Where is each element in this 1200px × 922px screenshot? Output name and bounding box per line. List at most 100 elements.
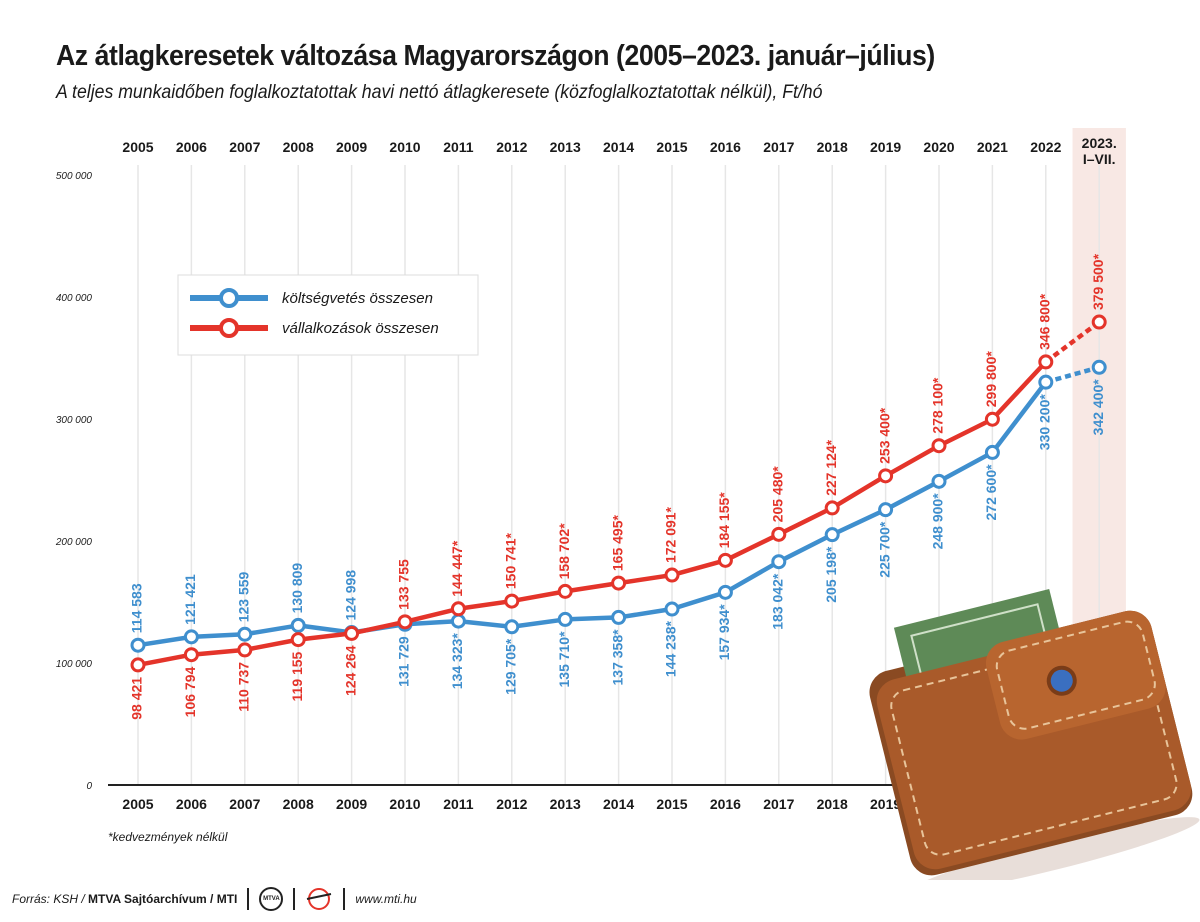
data-label: 123 559 — [236, 571, 252, 622]
x-tick-label-top: 2021 — [977, 139, 1008, 155]
x-tick-label-top: 2007 — [229, 139, 260, 155]
x-tick-label-top: 2009 — [336, 139, 367, 155]
data-label: 330 200* — [1037, 394, 1053, 451]
data-point — [557, 611, 573, 627]
data-label: 278 100* — [930, 377, 946, 434]
x-tick-label-top: 2008 — [283, 139, 314, 155]
line-chart: 0 100 000 200 000 300 000 400 000 500 000 2005… — [55, 128, 1200, 880]
data-point — [931, 473, 947, 489]
series-line — [137, 360, 1048, 668]
data-label: 272 600* — [983, 464, 999, 521]
legend-label: vállalkozások összesen — [282, 320, 439, 337]
wallet-flap — [985, 610, 1166, 740]
data-point — [717, 552, 733, 568]
data-label: 133 755 — [396, 559, 412, 610]
y-tick-label: 500 000 — [56, 171, 93, 182]
x-tick-label-top: 2013 — [550, 139, 581, 155]
website-link[interactable]: www.mti.hu — [355, 892, 417, 906]
data-point — [824, 500, 840, 516]
x-tick-label-top: 2018 — [817, 139, 848, 155]
data-label: 135 710* — [556, 631, 572, 688]
footer-divider — [343, 888, 346, 910]
data-point — [237, 642, 253, 658]
data-label: 137 358* — [609, 629, 625, 686]
x-tick-label-bottom: 2017 — [763, 796, 794, 812]
y-tick-label: 100 000 — [56, 659, 93, 670]
legend-swatch-marker — [219, 318, 239, 338]
x-tick-label-top: 2005 — [122, 139, 153, 155]
x-tick-label-top: I–VII. — [1083, 151, 1116, 167]
data-point — [237, 626, 253, 642]
chart-subtitle: A teljes munkaidőben foglalkoztatottak h… — [56, 82, 823, 103]
series-line-dashed — [1044, 320, 1101, 364]
data-point — [130, 657, 146, 673]
x-tick-label-top: 2017 — [763, 139, 794, 155]
x-tick-label-bottom: 2018 — [817, 796, 848, 812]
data-label: 124 264 — [342, 645, 358, 696]
x-tick-label-top: 2019 — [870, 139, 901, 155]
x-tick-label-bottom: 2014 — [603, 796, 634, 812]
data-point — [450, 601, 466, 617]
data-label: 134 323* — [449, 633, 465, 690]
x-tick-label-bottom: 2016 — [710, 796, 741, 812]
footnote: *kedvezmények nélkül — [108, 830, 228, 844]
data-point — [984, 411, 1000, 427]
data-point — [878, 468, 894, 484]
data-point — [664, 601, 680, 617]
footer-divider — [247, 888, 250, 910]
data-label: 227 124* — [823, 439, 839, 496]
x-tick-label-top: 2016 — [710, 139, 741, 155]
data-label: 124 998 — [342, 570, 358, 621]
data-point — [290, 632, 306, 648]
data-label: 144 238* — [663, 620, 679, 677]
data-label: 165 495* — [609, 514, 625, 571]
x-tick-label-top: 2014 — [603, 139, 634, 155]
data-label: 183 042* — [770, 573, 786, 630]
data-label: 248 900* — [930, 493, 946, 550]
x-tick-label-bottom: 2010 — [389, 796, 420, 812]
data-point — [611, 575, 627, 591]
data-point — [931, 438, 947, 454]
data-label: 205 198* — [823, 546, 839, 603]
data-label: 130 809 — [289, 563, 305, 614]
x-tick-label-bottom: 2011 — [443, 796, 474, 812]
wallet-illustration — [869, 589, 1200, 880]
data-label: 158 702* — [556, 523, 572, 580]
footer: Forrás: KSH / MTVA Sajtóarchívum / MTI M… — [12, 886, 417, 912]
legend-swatch-marker — [219, 288, 239, 308]
data-point — [664, 567, 680, 583]
y-tick-label: 300 000 — [56, 415, 93, 426]
data-point — [771, 554, 787, 570]
data-label: 342 400* — [1090, 379, 1106, 436]
mtva-logo-text: MTVA — [263, 896, 280, 902]
x-tick-label-bottom: 2012 — [496, 796, 527, 812]
y-tick-label: 200 000 — [55, 537, 93, 548]
data-point — [344, 625, 360, 641]
x-tick-label-top: 2010 — [389, 139, 420, 155]
x-tick-label-top: 2015 — [656, 139, 687, 155]
data-label: 205 480* — [770, 466, 786, 523]
data-point — [450, 613, 466, 629]
data-point — [1091, 359, 1107, 375]
x-tick-label-bottom: 2013 — [550, 796, 581, 812]
wallet-shadow — [908, 817, 1200, 880]
data-point — [1091, 314, 1107, 330]
x-tick-label-bottom: 2009 — [336, 796, 367, 812]
x-tick-label-top: 2006 — [176, 139, 207, 155]
x-tick-label-bottom: 2019 — [870, 796, 901, 812]
data-label: 299 800* — [983, 351, 999, 408]
data-point — [878, 502, 894, 518]
x-tick-label-top: 2012 — [496, 139, 527, 155]
data-point — [984, 444, 1000, 460]
wallet-clasp — [1046, 665, 1077, 696]
data-point — [504, 619, 520, 635]
footer-divider — [293, 888, 296, 910]
data-label: 172 091* — [663, 506, 679, 563]
x-tick-label-bottom: 2006 — [176, 796, 207, 812]
mtva-logo: MTVA — [259, 887, 284, 911]
data-point — [397, 614, 413, 630]
data-point — [1038, 374, 1054, 390]
data-point — [183, 629, 199, 645]
legend-box — [177, 274, 479, 356]
source-text: Forrás: KSH / MTVA Sajtóarchívum / MTI — [12, 892, 237, 906]
